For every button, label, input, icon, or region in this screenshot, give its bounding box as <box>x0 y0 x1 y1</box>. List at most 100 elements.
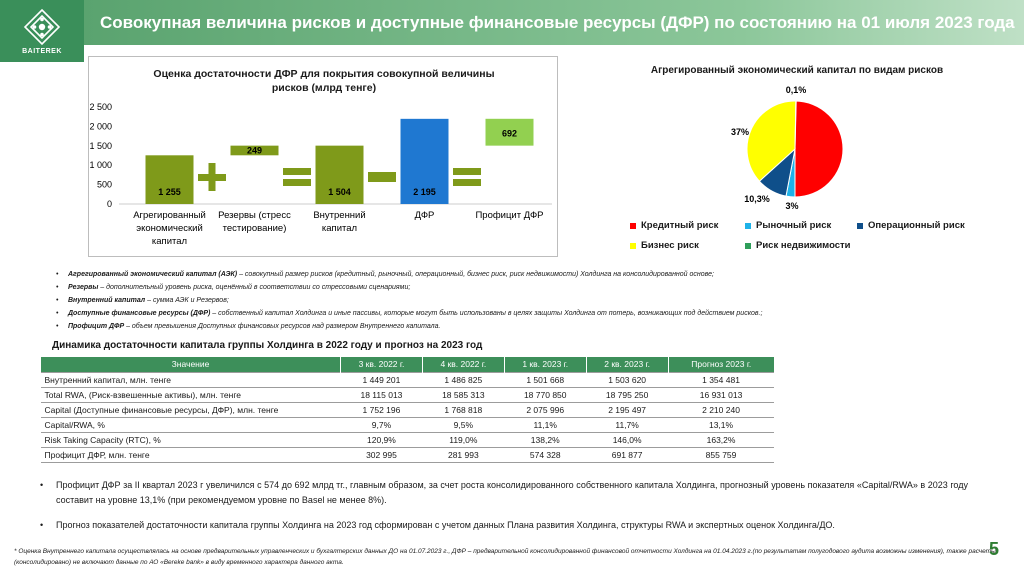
definition-item: • Агрегированный экономический капитал (А… <box>56 271 714 278</box>
header-bar <box>84 0 1024 45</box>
definition-text: – дополнительный уровень риска, оценённы… <box>98 284 411 291</box>
pie-slice <box>794 100 797 150</box>
waterfall-bar <box>485 118 534 146</box>
table-cell: 1 501 668 <box>504 371 587 388</box>
legend-item-credit-risk: Кредитный риск <box>630 220 718 231</box>
y-tick-label: 2 500 <box>89 102 112 112</box>
logo: BAITEREK <box>0 0 84 62</box>
table-cell: 1 768 818 <box>422 402 505 418</box>
definition-term: Агрегированный экономический капитал (АЭ… <box>68 271 238 278</box>
table-cell: 13,1% <box>668 417 774 433</box>
table-cell: 16 931 013 <box>668 387 774 403</box>
capital-adequacy-table: Значение 3 кв. 2022 г. 4 кв. 2022 г. 1 к… <box>40 357 774 463</box>
category-label: ДФР <box>415 210 435 221</box>
y-tick-label: 500 <box>97 180 112 190</box>
bar-value-label: 1 504 <box>328 187 351 197</box>
summary-bullet: • Профицит ДФР за II квартал 2023 г увел… <box>40 478 968 508</box>
equals-operator-icon <box>453 168 481 186</box>
table-row: Risk Taking Capacity (RTC), % 120,9% 119… <box>40 432 774 448</box>
waterfall-chart-title-line1: Оценка достаточности ДФР для покрытия со… <box>153 68 495 80</box>
table-cell: 855 759 <box>668 447 774 463</box>
table-cell: 691 877 <box>586 447 669 463</box>
table-cell: Risk Taking Capacity (RTC), % <box>40 432 341 448</box>
definition-term: Внутренний капитал <box>68 297 146 304</box>
legend-swatch <box>630 222 636 229</box>
waterfall-bar <box>230 145 279 156</box>
table-cell: Capital (Доступные финансовые ресурсы, Д… <box>40 402 341 418</box>
waterfall-chart-panel: Оценка достаточности ДФР для покрытия со… <box>88 56 558 257</box>
table-cell: 2 195 497 <box>586 402 669 418</box>
y-tick-label: 2 000 <box>89 121 112 131</box>
pie-slice <box>794 100 844 198</box>
bar-value-label: 692 <box>502 129 517 139</box>
column-header: 4 кв. 2022 г. <box>421 357 505 372</box>
legend-swatch <box>745 242 751 249</box>
equals-operator-icon <box>283 168 311 186</box>
plus-operator-icon <box>198 163 226 191</box>
pie-chart-title: Агрегированный экономический капитал по … <box>650 65 944 76</box>
category-label: Внутренний <box>313 210 365 221</box>
table-cell: 1 503 620 <box>586 371 669 388</box>
category-label: капитал <box>152 236 187 247</box>
table-row: Профицит ДФР, млн. тенге 302 995 281 993… <box>40 447 774 463</box>
definition-text: – объем превышения Доступных финансовых … <box>124 323 441 330</box>
waterfall-chart-title-line2: рисков (млрд тенге) <box>271 82 377 94</box>
table-cell: 1 752 196 <box>340 402 423 418</box>
sidebar <box>0 0 84 574</box>
bar-value-label: 2 195 <box>413 187 436 197</box>
y-tick-label: 1 000 <box>89 160 112 170</box>
table-cell: 138,2% <box>504 432 587 448</box>
page-title: Совокупная величина рисков и доступные ф… <box>100 13 1015 32</box>
table-cell: 9,7% <box>340 417 423 433</box>
table-cell: 18 115 013 <box>340 387 423 403</box>
column-header: 1 кв. 2023 г. <box>503 357 587 372</box>
waterfall-bar <box>145 155 194 204</box>
y-tick-label: 1 500 <box>89 141 112 151</box>
waterfall-chart: 0 500 1 000 1 500 2 000 2 500 1 255 Агрегирован… <box>89 102 552 247</box>
column-header: Значение <box>40 357 341 372</box>
minus-operator-icon <box>368 172 396 182</box>
category-label: капитал <box>322 223 357 234</box>
bar-value-label: 1 255 <box>158 187 181 197</box>
table-cell: Capital/RWA, % <box>40 417 341 433</box>
legend-label: Риск недвижимости <box>756 240 851 251</box>
legend-label: Операционный риск <box>868 220 965 231</box>
table-cell: 18 795 250 <box>586 387 669 403</box>
table-cell: 120,9% <box>340 432 423 448</box>
table-row: Total RWA, (Риск-взвешенные активы), млн… <box>40 387 774 403</box>
table-title: Динамика достаточности капитала группы Х… <box>52 340 483 351</box>
table-cell: 18 770 850 <box>504 387 587 403</box>
summary-bullets: • Профицит ДФР за II квартал 2023 г увел… <box>40 478 968 543</box>
y-tick-label: 0 <box>107 199 112 209</box>
definition-text: – сумма АЭК и Резервов; <box>145 297 229 304</box>
category-label: экономический <box>136 223 203 234</box>
legend-swatch <box>857 222 863 229</box>
waterfall-chart-title: Оценка достаточности ДФР для покрытия со… <box>89 67 559 95</box>
legend-item-operational-risk: Операционный риск <box>857 220 965 231</box>
legend-item-business-risk: Бизнес риск <box>630 240 699 251</box>
pie-slice-label: 3% <box>785 201 798 211</box>
category-label: Профицит ДФР <box>475 210 543 221</box>
category-label: тестирование) <box>223 223 287 234</box>
logo-text: BAITEREK <box>22 48 62 55</box>
table-row: Capital (Доступные финансовые ресурсы, Д… <box>40 402 774 418</box>
table-cell: 1 449 201 <box>340 371 423 388</box>
definition-text: – совокупный размер рисков (кредитный, р… <box>237 271 714 278</box>
table-cell: Total RWA, (Риск-взвешенные активы), млн… <box>40 387 341 403</box>
definition-text: – собственный капитал Холдинга и иные па… <box>210 310 763 317</box>
table-cell: 574 328 <box>504 447 587 463</box>
summary-bullet: • Прогноз показателей достаточности капи… <box>40 518 968 533</box>
table-cell: 281 993 <box>422 447 505 463</box>
waterfall-bar <box>315 145 364 204</box>
table-row: Capital/RWA, % 9,7% 9,5% 11,1% 11,7% 13,… <box>40 417 774 433</box>
table-cell: 18 585 313 <box>422 387 505 403</box>
legend-label: Рыночный риск <box>756 220 832 231</box>
baiterek-emblem-icon <box>23 8 61 46</box>
table-cell: Внутренний капитал, млн. тенге <box>40 371 341 388</box>
pie-slice-label: 37% <box>731 127 749 137</box>
column-header: 2 кв. 2023 г. <box>585 357 669 372</box>
pie-slice-label: 0,1% <box>786 85 807 95</box>
definition-term: Резервы <box>68 284 99 291</box>
page-number: 5 <box>989 539 1000 559</box>
legend-item-real-estate-risk: Риск недвижимости <box>745 240 851 251</box>
